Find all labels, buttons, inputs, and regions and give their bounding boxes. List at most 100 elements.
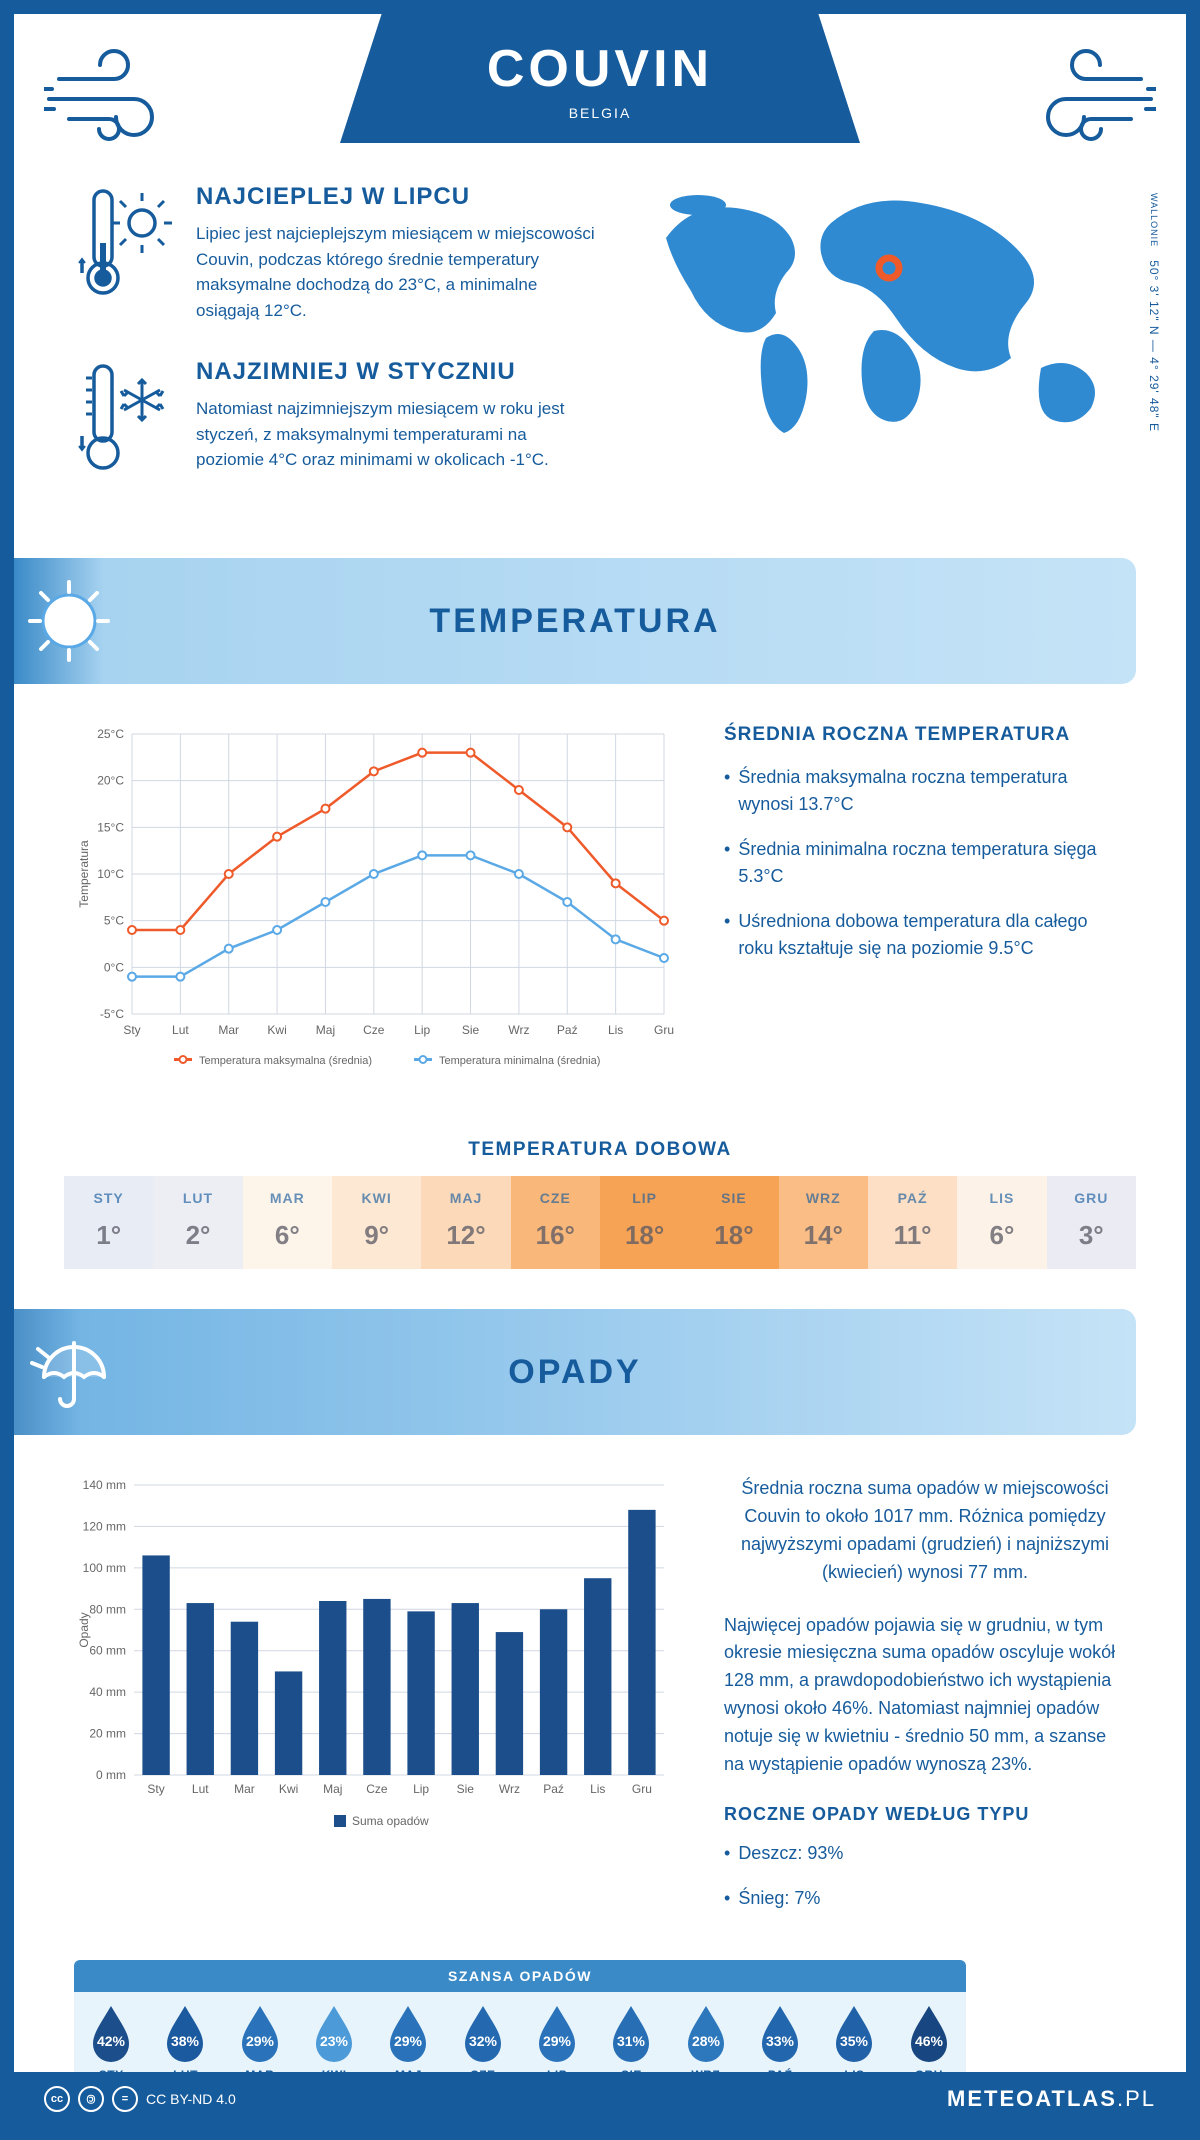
month-cell: MAJ12° [421, 1176, 510, 1269]
svg-text:20°C: 20°C [97, 774, 124, 788]
footer: cc 🄯 = CC BY-ND 4.0 METEOATLAS.PL [14, 2072, 1186, 2126]
brand-name: METEOATLAS [947, 2086, 1117, 2111]
rain-drop-icon: 33% [756, 2002, 804, 2062]
svg-text:Paź: Paź [543, 1782, 564, 1796]
infographic-page: COUVIN BELGIA [0, 0, 1200, 2140]
svg-text:23%: 23% [320, 2033, 349, 2049]
month-short: CZE [511, 1190, 600, 1206]
section-title: OPADY [124, 1353, 1136, 1392]
svg-text:Sie: Sie [457, 1782, 475, 1796]
svg-text:42%: 42% [97, 2033, 126, 2049]
facts-title: ŚREDNIA ROCZNA TEMPERATURA [724, 724, 1126, 746]
summary-coldest: NAJZIMNIEJ W STYCZNIU Natomiast najzimni… [74, 358, 606, 483]
fact-text: Uśredniona dobowa temperatura dla całego… [724, 908, 1126, 962]
svg-text:29%: 29% [543, 2033, 572, 2049]
rain-drop-icon: 46% [905, 2002, 953, 2062]
summary-text: Lipiec jest najcieplejszym miesiącem w m… [196, 221, 596, 323]
chance-title: SZANSA OPADÓW [74, 1960, 966, 1992]
svg-text:140 mm: 140 mm [83, 1478, 126, 1492]
month-cell: MAR 6° [243, 1176, 332, 1269]
temperature-facts: ŚREDNIA ROCZNA TEMPERATURA Średnia maksy… [724, 724, 1126, 1089]
svg-text:Cze: Cze [366, 1782, 388, 1796]
svg-text:Cze: Cze [363, 1023, 385, 1037]
month-cell: LUT2° [153, 1176, 242, 1269]
svg-text:Paź: Paź [557, 1023, 578, 1037]
region-label: WALLONIE [1149, 193, 1159, 247]
thermometer-cold-icon [74, 358, 174, 483]
month-cell: PAŹ11° [868, 1176, 957, 1269]
month-cell: SIE 18° [689, 1176, 778, 1269]
rain-drop-icon: 28% [682, 2002, 730, 2062]
svg-text:40 mm: 40 mm [89, 1685, 126, 1699]
temperature-line-chart: -5°C0°C5°C10°C15°C20°C25°CStyLutMarKwiMa… [74, 724, 674, 1089]
svg-text:46%: 46% [915, 2033, 944, 2049]
summary-warmest: NAJCIEPLEJ W LIPCU Lipiec jest najcieple… [74, 183, 606, 323]
month-value: 3° [1047, 1220, 1136, 1251]
month-value: 18° [689, 1220, 778, 1251]
fact-text: Średnia minimalna roczna temperatura się… [724, 836, 1126, 890]
month-short: SIE [689, 1190, 778, 1206]
svg-text:38%: 38% [171, 2033, 200, 2049]
svg-text:Sty: Sty [123, 1023, 140, 1037]
section-title: TEMPERATURA [124, 602, 1136, 641]
month-cell: GRU3° [1047, 1176, 1136, 1269]
svg-text:10°C: 10°C [97, 867, 124, 881]
coordinates: WALLONIE 50° 3' 12" N — 4° 29' 48" E [1147, 193, 1161, 432]
svg-text:Wrz: Wrz [499, 1782, 520, 1796]
rain-drop-icon: 38% [161, 2002, 209, 2062]
wind-icon [1006, 44, 1156, 159]
summary-title: NAJZIMNIEJ W STYCZNIU [196, 358, 596, 386]
precip-paragraph: Średnia roczna suma opadów w miejscowośc… [724, 1475, 1126, 1587]
svg-text:Lut: Lut [172, 1023, 189, 1037]
month-cell: LIP18° [600, 1176, 689, 1269]
month-short: STY [64, 1190, 153, 1206]
svg-text:Kwi: Kwi [279, 1782, 298, 1796]
country-name: BELGIA [370, 105, 830, 121]
svg-text:0 mm: 0 mm [96, 1768, 126, 1782]
month-short: MAR [243, 1190, 332, 1206]
summaries: NAJCIEPLEJ W LIPCU Lipiec jest najcieple… [74, 183, 606, 518]
month-short: LIS [957, 1190, 1046, 1206]
rain-drop-icon: 29% [236, 2002, 284, 2062]
month-cell: KWI9° [332, 1176, 421, 1269]
month-value: 12° [421, 1220, 510, 1251]
svg-text:120 mm: 120 mm [83, 1519, 126, 1533]
month-short: LUT [153, 1190, 242, 1206]
svg-text:Gru: Gru [632, 1782, 652, 1796]
rain-drop-icon: 35% [830, 2002, 878, 2062]
svg-text:Temperatura: Temperatura [77, 840, 91, 908]
brand: METEOATLAS.PL [947, 2086, 1156, 2112]
sun-icon [14, 576, 124, 666]
svg-text:Sie: Sie [462, 1023, 480, 1037]
svg-text:100 mm: 100 mm [83, 1561, 126, 1575]
svg-text:29%: 29% [246, 2033, 275, 2049]
month-value: 1° [64, 1220, 153, 1251]
precipitation-text: Średnia roczna suma opadów w miejscowośc… [724, 1475, 1126, 1930]
svg-text:15°C: 15°C [97, 820, 124, 834]
svg-text:25°C: 25°C [97, 727, 124, 741]
rain-drop-icon: 42% [87, 2002, 135, 2062]
month-value: 11° [868, 1220, 957, 1251]
coords-text: 50° 3' 12" N — 4° 29' 48" E [1147, 260, 1161, 432]
precip-type-title: ROCZNE OPADY WEDŁUG TYPU [724, 1804, 1126, 1825]
month-value: 14° [779, 1220, 868, 1251]
svg-text:5°C: 5°C [104, 914, 124, 928]
svg-text:Lut: Lut [192, 1782, 209, 1796]
svg-text:Mar: Mar [234, 1782, 255, 1796]
svg-text:Lis: Lis [608, 1023, 623, 1037]
month-value: 6° [243, 1220, 332, 1251]
world-map: WALLONIE 50° 3' 12" N — 4° 29' 48" E [646, 183, 1126, 518]
svg-text:0°C: 0°C [104, 960, 124, 974]
svg-text:31%: 31% [617, 2033, 646, 2049]
header: COUVIN BELGIA [14, 14, 1186, 143]
month-value: 18° [600, 1220, 689, 1251]
summary-title: NAJCIEPLEJ W LIPCU [196, 183, 596, 211]
svg-text:Temperatura maksymalna (średni: Temperatura maksymalna (średnia) [199, 1055, 372, 1067]
by-icon: 🄯 [78, 2086, 104, 2112]
section-bar-precipitation: OPADY [14, 1309, 1136, 1435]
license-text: CC BY-ND 4.0 [146, 2091, 236, 2107]
svg-text:Temperatura minimalna (średnia: Temperatura minimalna (średnia) [439, 1055, 600, 1067]
month-cell: WRZ14° [779, 1176, 868, 1269]
svg-text:Lis: Lis [590, 1782, 605, 1796]
precip-paragraph: Najwięcej opadów pojawia się w grudniu, … [724, 1612, 1126, 1779]
